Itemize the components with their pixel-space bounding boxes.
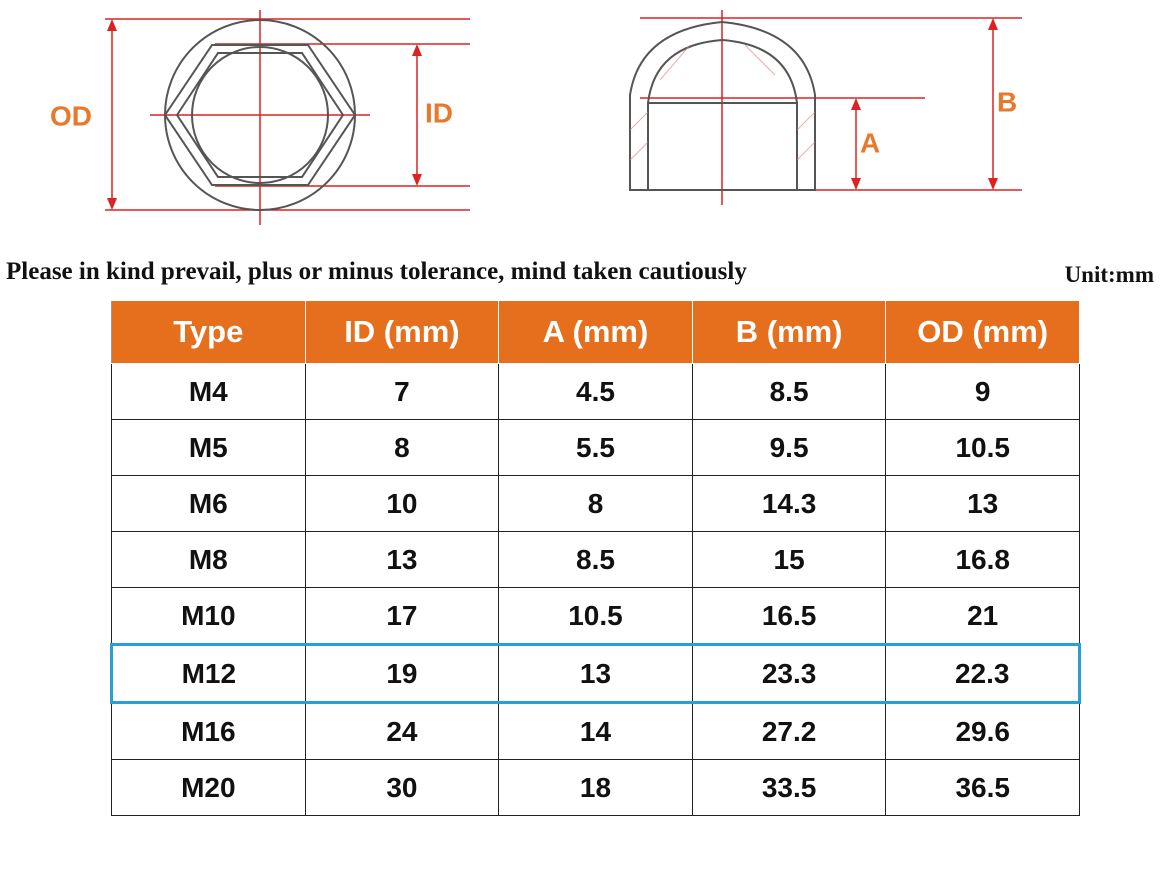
od-label: OD <box>50 100 92 131</box>
table-cell: 8 <box>498 475 693 532</box>
table-cell: 13 <box>498 643 693 704</box>
header-row: Type ID (mm) A (mm) B (mm) OD (mm) <box>111 300 1080 364</box>
table-row: M10 17 10.5 16.5 21 <box>111 587 1080 645</box>
a-label: A <box>860 127 880 158</box>
table-cell: 16.5 <box>691 587 887 645</box>
unit-note: Unit:mm <box>1064 262 1154 287</box>
table-cell: 13 <box>304 531 500 588</box>
table-cell: 36.5 <box>885 759 1080 816</box>
table-cell: 8.5 <box>691 363 887 420</box>
table-cell: 10.5 <box>498 587 693 645</box>
table-cell: M20 <box>111 759 306 816</box>
table-cell: 4.5 <box>498 363 693 420</box>
table-row: M6 10 8 14.3 13 <box>111 475 1080 532</box>
table-cell: M16 <box>111 702 306 760</box>
b-label: B <box>997 86 1017 117</box>
table-cell: 10.5 <box>885 419 1080 476</box>
table-cell: M12 <box>110 643 306 704</box>
table-cell: 15 <box>691 531 887 588</box>
header-cell: A (mm) <box>498 300 693 364</box>
table-cell: 29.6 <box>885 702 1080 760</box>
table-row: M4 7 4.5 8.5 9 <box>111 363 1080 420</box>
table-cell: M10 <box>111 587 306 645</box>
table-cell: M8 <box>111 531 306 588</box>
table-cell: 19 <box>304 643 500 704</box>
table-cell: M4 <box>111 363 306 420</box>
table-cell: 21 <box>885 587 1080 645</box>
table-row: M8 13 8.5 15 16.8 <box>111 531 1080 588</box>
table-row: M20 30 18 33.5 36.5 <box>111 759 1080 816</box>
table-cell: 23.3 <box>691 643 887 704</box>
header-cell: OD (mm) <box>885 300 1080 364</box>
table-row: M12 19 13 23.3 22.3 <box>110 643 1081 704</box>
table-cell: 16.8 <box>885 531 1080 588</box>
table-cell: 14 <box>498 702 693 760</box>
table-row: M5 8 5.5 9.5 10.5 <box>111 419 1080 476</box>
id-label: ID <box>425 97 453 128</box>
header-cell: B (mm) <box>691 300 887 364</box>
table-cell: 13 <box>885 475 1080 532</box>
table-cell: 9 <box>885 363 1080 420</box>
header-cell: ID (mm) <box>304 300 500 364</box>
table-cell: 10 <box>304 475 500 532</box>
table-cell: 17 <box>304 587 500 645</box>
table-cell: 5.5 <box>498 419 693 476</box>
size-table: Type ID (mm) A (mm) B (mm) OD (mm) M4 7 4.5 8.5… <box>110 300 1081 816</box>
table-cell: 24 <box>304 702 500 760</box>
table-cell: 33.5 <box>691 759 887 816</box>
table-cell: 18 <box>498 759 693 816</box>
table-cell: M5 <box>111 419 306 476</box>
table-body: M4 7 4.5 8.5 9 M5 8 5.5 9.5 10.5 M6 10 8 14.3 13 M8 13 8.… <box>110 363 1081 816</box>
table-cell: 9.5 <box>691 419 887 476</box>
table-cell: 22.3 <box>885 643 1081 704</box>
table-cell: 14.3 <box>691 475 887 532</box>
table-cell: 7 <box>304 363 500 420</box>
table-cell: 8 <box>304 419 500 476</box>
table-row: M16 24 14 27.2 29.6 <box>111 702 1080 760</box>
tolerance-note: Please in kind prevail, plus or minus to… <box>6 258 747 285</box>
table-cell: 27.2 <box>691 702 887 760</box>
header-cell: Type <box>111 300 306 364</box>
table-cell: M6 <box>111 475 306 532</box>
table-cell: 8.5 <box>498 531 693 588</box>
table-cell: 30 <box>304 759 500 816</box>
dimension-diagram: OD ID A B <box>50 10 1022 225</box>
